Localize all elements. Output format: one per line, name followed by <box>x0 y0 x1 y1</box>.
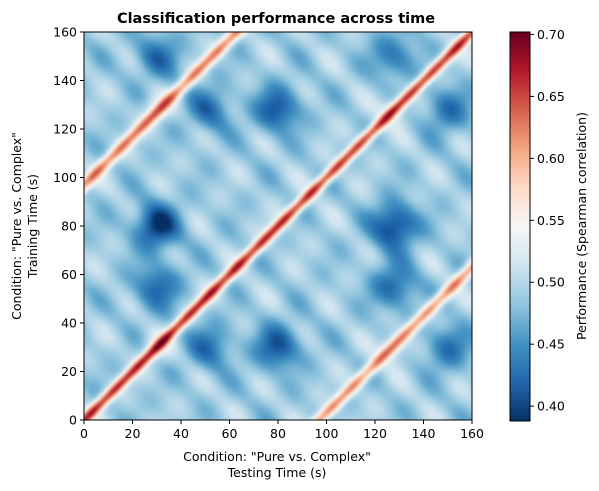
y-tick-label: 0 <box>69 413 77 428</box>
y-axis-label-line1: Condition: "Pure vs. Complex" <box>9 132 24 320</box>
x-tick-label: 100 <box>315 426 339 441</box>
colorbar-label: Performance (Spearman correlation) <box>574 112 589 340</box>
x-tick-label: 120 <box>363 426 387 441</box>
y-tick-label: 20 <box>61 364 77 379</box>
colorbar-gradient <box>509 31 531 422</box>
x-tick-label: 160 <box>460 426 484 441</box>
x-tick-label: 60 <box>222 426 238 441</box>
x-axis-label-line1: Condition: "Pure vs. Complex" <box>183 449 371 464</box>
chart-title: Classification performance across time <box>117 11 435 27</box>
colorbar-ticks: 0.40 0.45 0.50 0.55 0.60 0.65 0.70 <box>530 27 565 414</box>
y-tick-label: 80 <box>61 219 77 234</box>
colorbar-tick-label: 0.45 <box>537 337 565 352</box>
colorbar-tick-label: 0.65 <box>537 89 565 104</box>
colorbar-tick-label: 0.70 <box>537 27 565 42</box>
colorbar-tick-label: 0.60 <box>537 151 565 166</box>
x-axis-label-line2: Testing Time (s) <box>227 465 327 480</box>
x-tick-label: 20 <box>125 426 141 441</box>
x-tick-label: 80 <box>270 426 286 441</box>
x-tick-label: 0 <box>80 426 88 441</box>
y-tick-label: 140 <box>53 73 77 88</box>
colorbar-tick-label: 0.50 <box>537 275 565 290</box>
x-axis: 0 20 40 60 80 100 120 140 160 <box>80 420 484 441</box>
y-tick-label: 120 <box>53 122 77 137</box>
y-tick-label: 100 <box>53 170 77 185</box>
y-axis: 0 20 40 60 80 100 120 140 160 <box>53 25 84 428</box>
x-tick-label: 140 <box>412 426 436 441</box>
colorbar-tick-label: 0.40 <box>537 399 565 414</box>
y-tick-label: 160 <box>53 25 77 40</box>
y-tick-label: 40 <box>61 316 77 331</box>
colorbar-tick-label: 0.55 <box>537 213 565 228</box>
x-tick-label: 40 <box>173 426 189 441</box>
y-axis-label-line2: Training Time (s) <box>25 174 40 279</box>
y-tick-label: 60 <box>61 267 77 282</box>
heatmap-image <box>84 32 472 420</box>
colorbar: 0.40 0.45 0.50 0.55 0.60 0.65 0.70 Performance… <box>509 27 589 422</box>
heatmap <box>83 31 473 421</box>
